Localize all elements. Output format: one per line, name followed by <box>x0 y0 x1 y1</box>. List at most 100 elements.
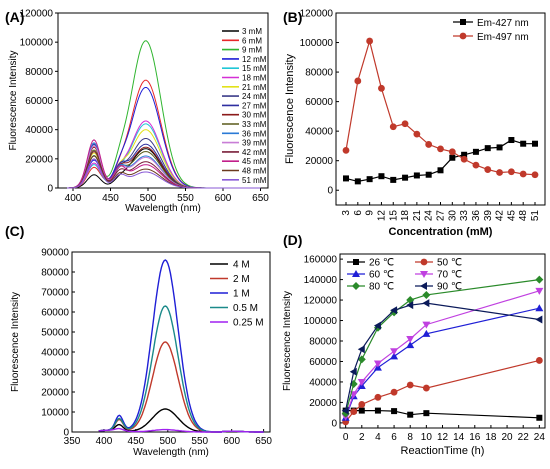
panel-b-data-point <box>519 170 527 178</box>
panel-d-data-point <box>422 329 431 337</box>
panel-d: 0 2 4 6 8 10 12 14 16 18 20 22 240200004000060000800… <box>282 232 546 457</box>
panel-b-data-point <box>484 166 492 173</box>
panel-b-data-point <box>449 154 456 161</box>
panel-a-legend-label: 15 mM <box>242 64 267 73</box>
panel-d-series-line <box>345 410 540 419</box>
panel-d-data-point <box>535 304 544 312</box>
panel-b-data-point <box>378 84 385 92</box>
panel-d-legend-marker <box>352 282 360 290</box>
panel-d-data-point <box>350 408 358 416</box>
panel-c-xtick-label: 550 <box>191 436 208 447</box>
panel-b-data-point <box>425 171 432 178</box>
panel-d-ytick-label: 160000 <box>304 255 338 266</box>
panel-b-ytick-label: 40000 <box>305 127 333 138</box>
panel-b-data-point <box>342 146 350 154</box>
panel-b-ytick-label: 60000 <box>305 97 333 108</box>
panel-a-ytick-label: 20000 <box>25 154 53 165</box>
panel-a-legend-label: 27 mM <box>242 101 267 110</box>
panel-c-legend-label: 0.25 M <box>233 318 264 329</box>
panel-d-legend-marker <box>352 270 360 277</box>
panel-b-tag: (B) <box>283 9 302 25</box>
panel-b-data-point <box>508 137 515 144</box>
panel-b-xtick-label: 12 <box>376 210 387 222</box>
panel-b-data-point <box>520 140 527 147</box>
panel-d-legend-marker <box>420 271 428 278</box>
panel-c-xtick-label: 500 <box>159 436 176 447</box>
panel-a-series-line <box>67 158 261 189</box>
panel-a-ytick-label: 0 <box>47 184 53 195</box>
panel-a-legend-label: 45 mM <box>242 157 267 166</box>
panel-b-xtick-label: 36 <box>471 210 482 222</box>
panel-d-data-point <box>422 321 431 329</box>
panel-a-legend-label: 3 mM <box>242 27 262 36</box>
panel-c-xlabel: Wavelength (nm) <box>133 447 209 458</box>
panel-d-ytick-label: 40000 <box>309 377 337 388</box>
panel-c-xtick-label: 450 <box>128 436 145 447</box>
panel-d-ylabel: Fluorescence Intensity <box>282 291 293 391</box>
panel-d-data-point <box>406 301 414 310</box>
panel-b-data-point <box>496 169 503 176</box>
panel-d-xtick-label: 24 <box>534 432 546 443</box>
panel-d-data-point <box>390 388 398 396</box>
panel-b-xtick-label: 48 <box>518 210 529 222</box>
panel-a-xtick-label: 650 <box>252 193 269 204</box>
panel-b-data-point <box>425 141 433 148</box>
panel-b-xtick-label: 33 <box>459 210 470 222</box>
panel-b-xtick-label: 18 <box>400 210 411 222</box>
panel-d-data-point <box>422 384 430 392</box>
panel-d-data-point <box>358 407 365 414</box>
panel-d-xtick-label: 16 <box>469 432 481 443</box>
panel-d-xtick-label: 20 <box>502 432 514 443</box>
panel-d-ytick-label: 80000 <box>309 337 337 348</box>
panel-d-ytick-label: 60000 <box>309 357 337 368</box>
panel-b-data-point <box>460 155 468 163</box>
panel-a-ytick-label: 40000 <box>25 125 53 136</box>
panel-a-legend-label: 30 mM <box>242 111 267 120</box>
panel-b-legend-marker <box>460 19 466 25</box>
panel-b-ytick-label: 0 <box>327 186 333 197</box>
panel-d-data-point <box>407 411 414 418</box>
panel-b-data-point <box>366 37 374 45</box>
panel-b-data-point <box>484 145 491 152</box>
panel-a-tag: (A) <box>5 9 24 25</box>
panel-b-ytick-label: 80000 <box>305 68 333 79</box>
panel-d-legend-label: 70 ℃ <box>437 270 462 281</box>
panel-a-legend-label: 6 mM <box>242 36 262 45</box>
panel-c-ytick-label: 10000 <box>41 408 69 419</box>
panel-c-ytick-label: 30000 <box>41 368 69 379</box>
panel-b-legend-label: Em-427 nm <box>477 18 529 29</box>
panel-b-xtick-label: 21 <box>412 210 423 222</box>
panel-d-xtick-label: 12 <box>437 432 449 443</box>
panel-a-xtick-label: 550 <box>177 193 194 204</box>
panel-d-series-line <box>345 307 540 419</box>
panel-b-data-point <box>402 174 409 181</box>
panel-d-data-point <box>358 401 366 408</box>
panel-a-legend-label: 42 mM <box>242 148 267 157</box>
panel-a-legend-label: 9 mM <box>242 46 262 55</box>
panel-a-legend-label: 39 mM <box>242 139 267 148</box>
panel-d-data-point <box>406 381 414 389</box>
panel-d-data-point <box>535 315 543 324</box>
panel-b-xtick-label: 6 <box>353 210 364 216</box>
panel-d-xtick-label: 22 <box>518 432 530 443</box>
panel-a-legend-label: 21 mM <box>242 83 267 92</box>
panel-d-data-point <box>390 348 399 356</box>
panel-a: 400 450 500 550 600 650 0 20000 40000 60000 80000 1… <box>5 9 269 215</box>
panel-a-ytick-label: 100000 <box>20 38 54 49</box>
panel-d-legend-marker <box>420 282 427 290</box>
panel-d-data-point <box>341 406 349 415</box>
panel-a-legend-label: 36 mM <box>242 129 267 138</box>
panel-d-legend-label: 50 ℃ <box>437 258 462 269</box>
panel-c-frame <box>71 251 271 433</box>
panel-d-xtick-label: 0 <box>343 432 349 443</box>
panel-d-data-point <box>422 290 431 299</box>
panel-b-data-point <box>413 130 421 138</box>
panel-a-ytick-label: 120000 <box>20 9 54 20</box>
panel-d-tag: (D) <box>283 232 302 248</box>
panel-c-ytick-label: 80000 <box>41 268 69 279</box>
panel-b-data-point <box>437 167 444 174</box>
panel-c-ytick-label: 0 <box>63 428 69 439</box>
panel-a-ylabel: Fluorescence Intensity <box>8 50 19 150</box>
panel-b-ytick-label: 100000 <box>300 38 334 49</box>
